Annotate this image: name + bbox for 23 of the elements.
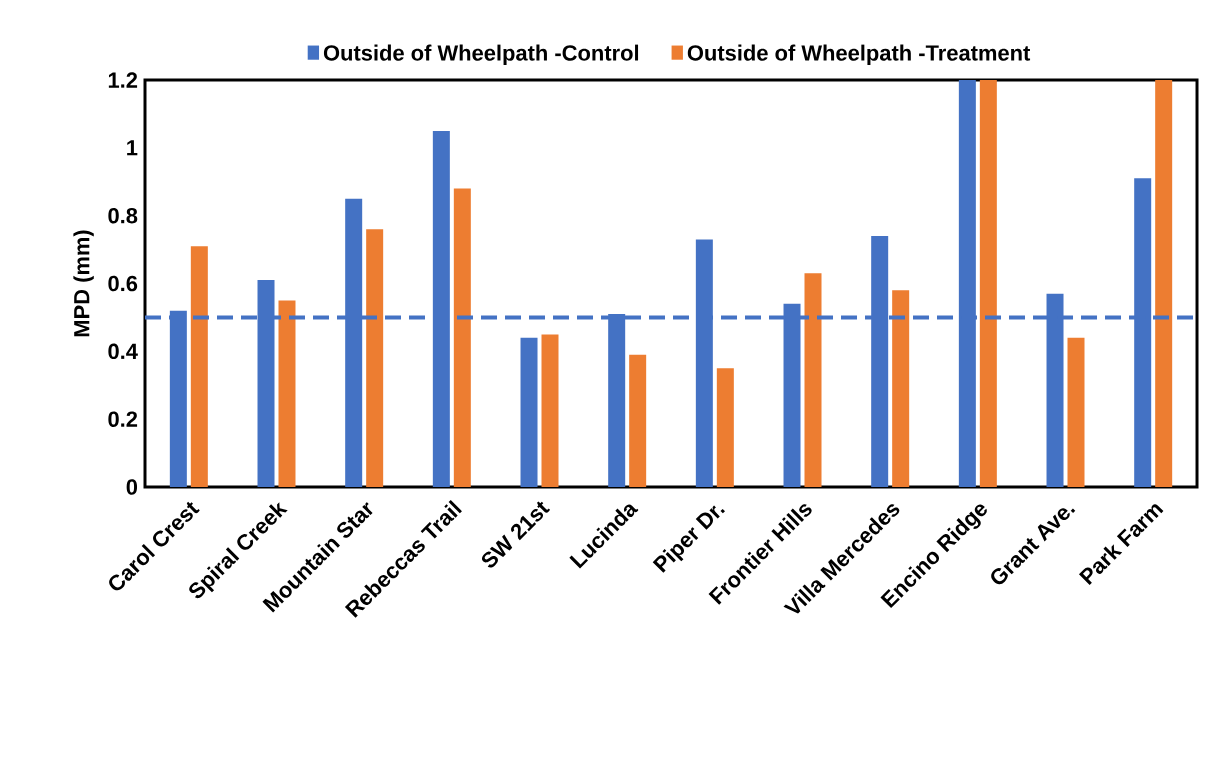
bar — [366, 229, 384, 487]
y-tick-label: 0 — [126, 479, 138, 495]
bar — [520, 337, 538, 487]
bar — [804, 273, 822, 487]
legend-label: Outside of Wheelpath -Treatment — [687, 44, 1031, 66]
bar — [190, 246, 208, 487]
y-tick-label: 1.2 — [108, 72, 138, 88]
legend-label: Outside of Wheelpath -Control — [323, 44, 639, 66]
bar — [278, 300, 296, 487]
bar — [453, 188, 471, 487]
y-tick-label: 0.8 — [108, 207, 138, 224]
bar — [1155, 80, 1173, 487]
y-tick-label: 0.4 — [108, 343, 138, 360]
bar — [1067, 337, 1085, 487]
bar — [716, 368, 734, 487]
y-tick-label: 0.6 — [108, 275, 138, 292]
bar — [979, 80, 997, 487]
y-axis-title: MPD (mm) — [73, 230, 94, 337]
bar — [541, 334, 559, 487]
bar — [892, 290, 910, 487]
bar — [629, 354, 647, 487]
y-tick-label: 0.2 — [108, 411, 138, 427]
y-tick-label: 1 — [127, 140, 138, 156]
